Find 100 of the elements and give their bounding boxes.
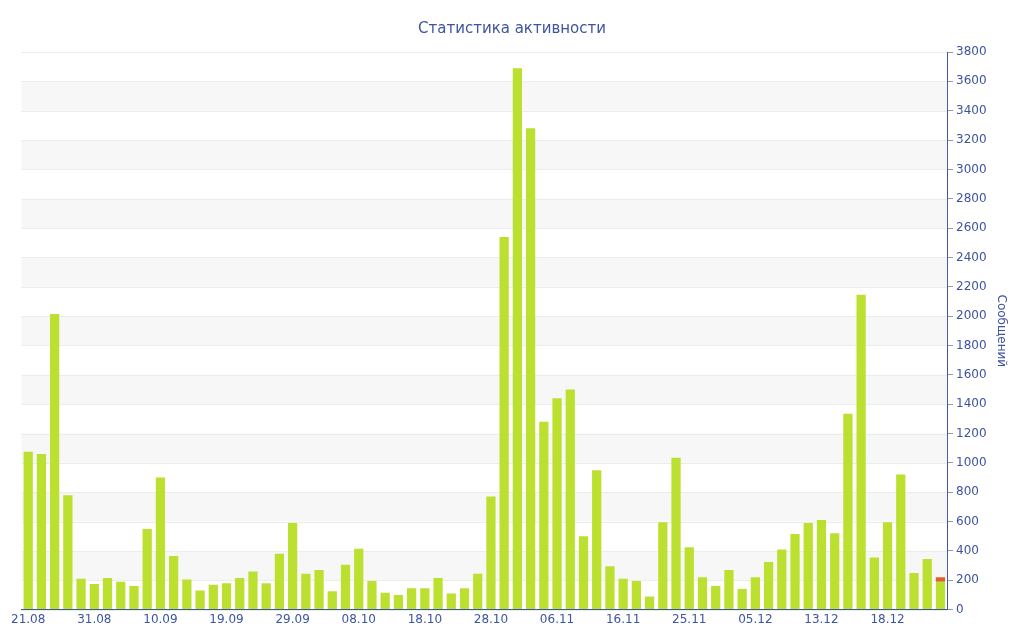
bar bbox=[777, 549, 787, 610]
bar bbox=[301, 573, 311, 610]
bar bbox=[644, 596, 655, 610]
bar bbox=[221, 583, 232, 610]
bar bbox=[499, 236, 509, 610]
y-tick-label: 0 bbox=[956, 601, 964, 616]
bar bbox=[552, 398, 562, 610]
bar bbox=[459, 588, 470, 610]
x-tick-label: 21.08 bbox=[11, 611, 46, 626]
bar bbox=[116, 581, 126, 610]
y-tick-label: 3000 bbox=[956, 161, 987, 176]
bar bbox=[248, 571, 258, 610]
bar bbox=[446, 593, 456, 610]
y-tick-label: 1200 bbox=[956, 425, 987, 440]
y-tick-label: 2400 bbox=[956, 249, 987, 264]
bar bbox=[433, 578, 443, 610]
bar bbox=[935, 577, 946, 582]
bar bbox=[763, 561, 774, 610]
bar bbox=[208, 584, 218, 610]
bar bbox=[565, 389, 575, 610]
x-tick-label: 16.11 bbox=[605, 611, 641, 626]
bar bbox=[36, 454, 47, 610]
bar bbox=[525, 128, 536, 610]
bar bbox=[790, 534, 800, 610]
bar bbox=[724, 569, 734, 610]
bar bbox=[658, 522, 668, 610]
x-tick-label: 08.10 bbox=[341, 611, 376, 626]
y-tick-label: 3200 bbox=[956, 132, 987, 147]
bar bbox=[393, 594, 404, 610]
bar bbox=[843, 413, 853, 610]
bar bbox=[89, 583, 99, 610]
bar bbox=[856, 294, 866, 610]
bar bbox=[354, 548, 364, 610]
x-tick-label: 18.12 bbox=[870, 611, 905, 626]
bar bbox=[473, 573, 483, 610]
bar bbox=[63, 495, 73, 610]
y-tick-label: 600 bbox=[956, 513, 979, 528]
bar bbox=[102, 578, 113, 610]
bar bbox=[711, 586, 721, 610]
bar bbox=[869, 557, 879, 610]
bar bbox=[592, 470, 602, 610]
bar bbox=[830, 533, 840, 610]
y-tick-label: 3400 bbox=[956, 102, 987, 117]
y-tick-label: 2600 bbox=[956, 220, 987, 235]
bar bbox=[539, 421, 549, 610]
bar bbox=[261, 583, 271, 610]
bar bbox=[76, 578, 86, 610]
y-tick-label: 800 bbox=[956, 484, 979, 499]
y-tick-label: 1400 bbox=[956, 396, 987, 411]
x-tick-label: 05.12 bbox=[738, 611, 773, 626]
y-tick-label: 1800 bbox=[956, 337, 987, 352]
bar bbox=[803, 523, 813, 610]
y-tick-label: 3600 bbox=[956, 73, 987, 88]
x-tick-label: 10.09 bbox=[143, 611, 178, 626]
y-tick-label: 2200 bbox=[956, 278, 987, 293]
bar bbox=[631, 580, 641, 610]
bar bbox=[896, 474, 906, 610]
y-tick-label: 1000 bbox=[956, 454, 987, 469]
bar bbox=[235, 578, 245, 610]
bar bbox=[367, 580, 377, 610]
bar bbox=[340, 564, 351, 610]
bar bbox=[380, 592, 390, 610]
bar bbox=[671, 457, 681, 610]
x-tick-label: 13.12 bbox=[804, 611, 839, 626]
y-axis-title: Сообщений bbox=[994, 294, 1009, 368]
bar bbox=[684, 547, 694, 610]
bar bbox=[737, 589, 747, 610]
x-tick-label: 28.10 bbox=[473, 611, 509, 626]
bar bbox=[142, 528, 152, 610]
x-tick-label: 06.11 bbox=[539, 611, 575, 626]
x-tick-label: 29.09 bbox=[275, 611, 310, 626]
bar bbox=[618, 578, 628, 610]
bar bbox=[195, 590, 205, 610]
bar bbox=[420, 588, 430, 610]
y-tick-label: 2800 bbox=[956, 190, 987, 205]
bar bbox=[182, 579, 192, 610]
bar bbox=[605, 566, 615, 610]
bar bbox=[578, 536, 589, 610]
bar bbox=[327, 591, 337, 610]
x-tick-label: 31.08 bbox=[77, 611, 112, 626]
bar bbox=[288, 523, 298, 610]
bar bbox=[882, 522, 893, 610]
chart-title: Статистика активности bbox=[418, 18, 606, 37]
bar bbox=[406, 588, 417, 610]
x-tick-label: 19.09 bbox=[209, 611, 244, 626]
bar bbox=[23, 451, 33, 610]
y-tick-label: 1600 bbox=[956, 366, 987, 381]
bar bbox=[155, 477, 166, 610]
bar bbox=[935, 581, 946, 610]
x-tick-label: 18.10 bbox=[407, 611, 443, 626]
bar bbox=[697, 577, 708, 610]
bar bbox=[314, 569, 324, 610]
bar bbox=[486, 496, 496, 610]
bar bbox=[274, 553, 285, 610]
y-tick-label: 400 bbox=[956, 543, 979, 558]
bar bbox=[750, 577, 760, 610]
bar bbox=[50, 313, 60, 610]
bar bbox=[816, 520, 827, 610]
x-tick-label: 25.11 bbox=[672, 611, 707, 626]
y-tick-label: 200 bbox=[956, 572, 979, 587]
